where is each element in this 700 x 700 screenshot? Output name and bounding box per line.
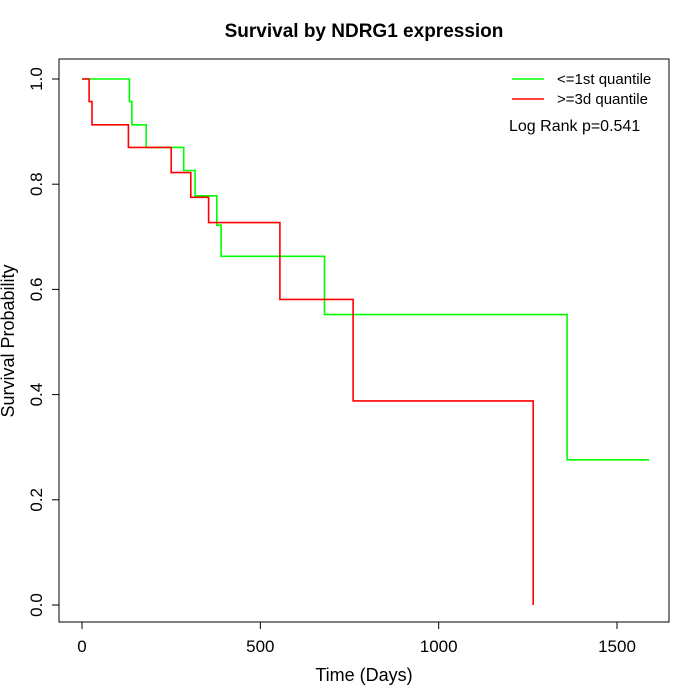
y-axis: 0.0 0.2 0.4 0.6 0.8 1.0 (27, 67, 60, 617)
legend-label: <=1st quantile (557, 71, 651, 88)
log-rank-annotation: Log Rank p=0.541 (509, 118, 640, 135)
series-curve-2 (82, 78, 535, 605)
series-layer (82, 78, 650, 605)
plot-area-border (58, 58, 670, 623)
y-tick-label: 0.0 (27, 593, 46, 617)
series-curve-1 (82, 78, 650, 461)
y-axis-label: Survival Probability (0, 264, 18, 417)
y-tick-label: 1.0 (27, 67, 46, 91)
x-tick-label: 1000 (420, 637, 458, 656)
x-axis: 0 500 1000 1500 (77, 621, 636, 656)
y-tick-label: 0.6 (27, 278, 46, 302)
y-tick-label: 0.2 (27, 488, 46, 512)
y-tick-label: 0.4 (27, 383, 46, 407)
x-tick-label: 500 (246, 637, 274, 656)
x-axis-label: Time (Days) (315, 665, 412, 685)
x-tick-label: 0 (77, 637, 86, 656)
y-tick-label: 0.8 (27, 172, 46, 196)
chart-title: Survival by NDRG1 expression (225, 21, 504, 42)
x-tick-label: 1500 (598, 637, 636, 656)
legend-label: >=3d quantile (557, 91, 648, 108)
legend: <=1st quantile >=3d quantile (512, 71, 651, 108)
